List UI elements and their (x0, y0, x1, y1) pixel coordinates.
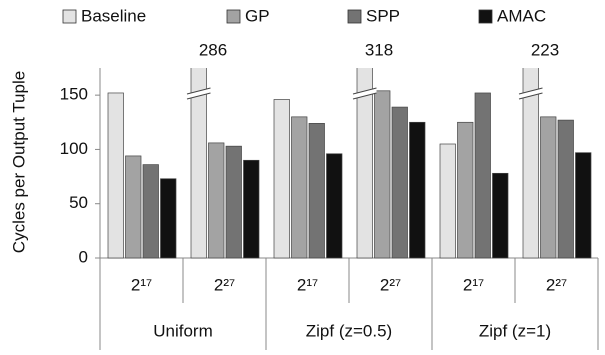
bar (540, 116, 557, 259)
bar (142, 164, 159, 259)
group-label: Zipf (z=1) (479, 321, 551, 340)
axis-break (187, 88, 211, 99)
bar (522, 68, 539, 259)
bar (208, 142, 225, 259)
bar (125, 155, 142, 259)
value-label: 318 (365, 40, 393, 59)
legend-label: SPP (366, 6, 400, 25)
bar (409, 121, 426, 259)
legend-swatch (347, 9, 362, 24)
axis-break-edge (352, 92, 377, 100)
bar (492, 172, 509, 259)
y-tick-label: 150 (60, 85, 88, 104)
bar (291, 116, 308, 259)
group-label: Zipf (z=0.5) (306, 321, 392, 340)
y-tick-label: 0 (79, 247, 88, 266)
bar (225, 145, 242, 259)
axis-break-edge (518, 92, 543, 100)
bar (107, 92, 124, 259)
bar (391, 106, 408, 259)
y-tick-label: 50 (69, 193, 88, 212)
axis-break-edge (518, 87, 543, 95)
bar (557, 119, 574, 259)
y-tick-label: 100 (60, 139, 88, 158)
legend-swatch (62, 9, 77, 24)
bar (326, 153, 343, 259)
bar (439, 143, 456, 259)
bar (474, 92, 491, 259)
bar (356, 68, 373, 259)
legend-swatch (226, 9, 241, 24)
group-label: Uniform (153, 321, 213, 340)
value-label: 286 (199, 40, 227, 59)
bar (308, 123, 325, 259)
legend-label: GP (245, 6, 270, 25)
legend-swatch (478, 9, 493, 24)
bar (190, 68, 207, 259)
x-tick-label: 2²⁷ (546, 275, 567, 294)
y-axis-label: Cycles per Output Tuple (9, 71, 28, 253)
legend-label: AMAC (497, 6, 546, 25)
bar (575, 152, 592, 259)
axis-break-edge (186, 87, 211, 95)
value-label: 223 (531, 40, 559, 59)
axis-break (353, 88, 377, 99)
x-tick-label: 2¹⁷ (131, 275, 152, 294)
x-tick-label: 2²⁷ (380, 275, 401, 294)
legend-label: Baseline (81, 6, 146, 25)
x-tick-label: 2¹⁷ (463, 275, 484, 294)
x-tick-label: 2¹⁷ (297, 275, 318, 294)
bar (374, 90, 391, 259)
x-tick-label: 2²⁷ (214, 275, 235, 294)
bar (457, 121, 474, 259)
bar (273, 99, 290, 259)
axis-break-edge (186, 92, 211, 100)
axis-break-edge (352, 87, 377, 95)
bar (243, 159, 260, 259)
bar (160, 178, 177, 259)
bars (107, 68, 592, 259)
axis-break (519, 88, 543, 99)
